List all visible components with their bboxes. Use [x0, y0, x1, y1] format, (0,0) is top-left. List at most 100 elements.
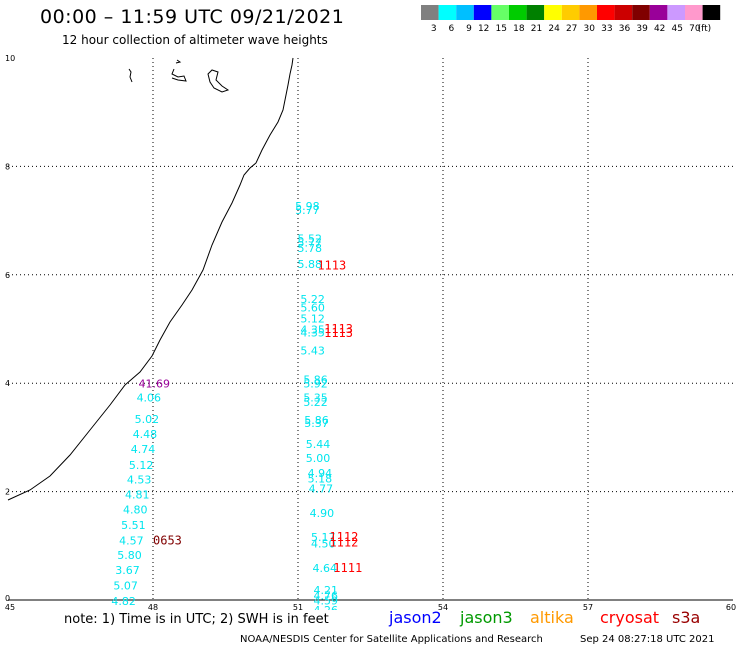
swh-value-label: 4.76 — [313, 589, 338, 602]
swh-value-label: 5.43 — [300, 344, 325, 357]
swh-value-label: 4.64 — [313, 562, 338, 575]
swh-value-label: 5.51 — [121, 519, 146, 532]
colorbar-swatch — [702, 5, 721, 20]
colorbar-swatch — [632, 5, 650, 20]
obs-time-label: 1112 — [329, 530, 358, 544]
colorbar-label: (ft) — [698, 24, 712, 34]
island-shape — [128, 68, 133, 83]
coastline — [7, 57, 294, 501]
colorbar-swatch — [456, 5, 474, 20]
swh-value-label: 5.02 — [135, 413, 160, 426]
colorbar-swatch — [685, 5, 703, 20]
swh-value-label: 4.21 — [313, 584, 338, 597]
wave-height-colorbar: 3 6 9 12 15 18 21 24 27 30 33 36 39 42 45 70(ft) — [421, 5, 721, 34]
swh-value-label: 4.80 — [123, 503, 147, 516]
colorbar-swatch — [579, 5, 597, 20]
swh-value-label: 4.90 — [310, 507, 335, 520]
lon-tick-label: 48 — [148, 603, 158, 610]
swh-value-label: 5.44 — [306, 438, 331, 451]
colorbar-label: 15 — [496, 24, 507, 34]
obs-time-label: 0653 — [153, 534, 182, 548]
colorbar-label: 42 — [654, 24, 665, 34]
colorbar-swatch — [491, 5, 509, 20]
colorbar-swatch — [561, 5, 580, 20]
obs-time-label: 1112 — [329, 535, 358, 549]
swh-value-label: 5.92 — [303, 378, 328, 391]
colorbar-swatch — [509, 5, 527, 20]
colorbar-label: 18 — [513, 24, 525, 34]
colorbar-label: 36 — [619, 24, 631, 34]
coastline-path — [7, 57, 294, 501]
lat-tick-label: 4 — [5, 379, 10, 388]
lat-tick-label: 0 — [5, 594, 10, 603]
lon-tick-label: 51 — [293, 603, 303, 610]
colorbar-swatch — [597, 5, 615, 20]
swh-value-label: 3.67 — [115, 564, 140, 577]
colorbar-swatch — [438, 5, 457, 20]
colorbar-label: 30 — [584, 24, 596, 34]
island-shape — [171, 68, 187, 82]
swh-value-label: 5.98 — [295, 200, 320, 213]
swh-value-label: 5.22 — [300, 293, 325, 306]
swh-value-label: 5.77 — [298, 237, 323, 250]
legend-jason3: jason3 — [460, 608, 513, 627]
swh-value-label: 5.22 — [303, 396, 328, 409]
swh-value-label: 5.86 — [304, 414, 329, 427]
footer-note: note: 1) Time is in UTC; 2) SWH is in fe… — [64, 612, 329, 627]
lon-tick-label: 57 — [583, 603, 593, 610]
graticule — [8, 58, 733, 600]
legend-cryosat: cryosat — [600, 608, 660, 627]
swh-value-label: 5.88 — [298, 258, 323, 271]
lon-tick-label: 45 — [5, 603, 15, 610]
swh-value-label: 5.37 — [304, 417, 329, 430]
colorbar-swatch — [526, 5, 545, 20]
colorbar-label: 39 — [636, 24, 648, 34]
lon-tick-label: 60 — [726, 603, 736, 610]
swh-value-label: 4.06 — [137, 392, 162, 405]
colorbar-label: 12 — [478, 24, 489, 34]
obs-time-label: 1113 — [317, 258, 346, 272]
obs-time-label: 1113 — [324, 326, 353, 340]
footer-timestamp: Sep 24 08:27:18 UTC 2021 — [580, 634, 715, 645]
lat-tick-label: 10 — [5, 54, 15, 63]
legend-jason2: jason2 — [389, 608, 442, 627]
swh-value-label: 4.48 — [133, 428, 158, 441]
lon-tick-label: 54 — [438, 603, 448, 610]
swh-observations: 5.985.775.525.775.785.8811135.225.605.12… — [110, 200, 363, 610]
footer-credit: NOAA/NESDIS Center for Satellite Applica… — [240, 634, 543, 645]
obs-time-label: 1113 — [324, 322, 353, 336]
swh-value-label: 4.26 — [313, 604, 338, 610]
colorbar-label: 9 — [466, 24, 472, 34]
swh-value-label: 5.60 — [300, 302, 325, 315]
swh-value-label: 4.50 — [311, 537, 336, 550]
lat-tick-label: 6 — [5, 271, 10, 280]
swh-value-label: 4.35 — [300, 327, 325, 340]
map-title: 00:00 – 11:59 UTC 09/21/2021 — [40, 6, 345, 28]
swh-value-label: 4.77 — [309, 483, 334, 496]
legend-s3a: s3a — [672, 608, 701, 627]
swh-value-label: 4.35 — [300, 323, 325, 336]
colorbar-label: 70 — [689, 24, 701, 34]
lat-tick-label: 2 — [5, 488, 10, 497]
swh-value-label: 4.53 — [127, 473, 151, 486]
swh-value-label: 4.59 — [313, 594, 338, 607]
swh-value-label: 4.57 — [119, 535, 143, 548]
colorbar-swatch — [614, 5, 633, 20]
colorbar-swatch — [667, 5, 685, 20]
island-shape — [207, 69, 230, 93]
swh-value-label: 4.81 — [125, 489, 150, 502]
swh-value-label: 5.80 — [117, 549, 142, 562]
swh-value-label: 41.69 — [139, 378, 171, 391]
swh-value-label: 5.35 — [303, 392, 328, 405]
map-subtitle: 12 hour collection of altimeter wave hei… — [62, 33, 328, 47]
island-shape — [175, 59, 182, 64]
colorbar-label: 24 — [548, 24, 560, 34]
swh-value-label: 4.94 — [308, 467, 333, 480]
swh-value-label: 5.52 — [298, 232, 323, 245]
colorbar-label: 33 — [601, 24, 612, 34]
swh-value-label: 5.17 — [311, 531, 336, 544]
swh-value-label: 5.07 — [113, 580, 138, 593]
swh-value-label: 4.82 — [111, 595, 136, 608]
swh-value-label: 5.78 — [298, 242, 323, 255]
